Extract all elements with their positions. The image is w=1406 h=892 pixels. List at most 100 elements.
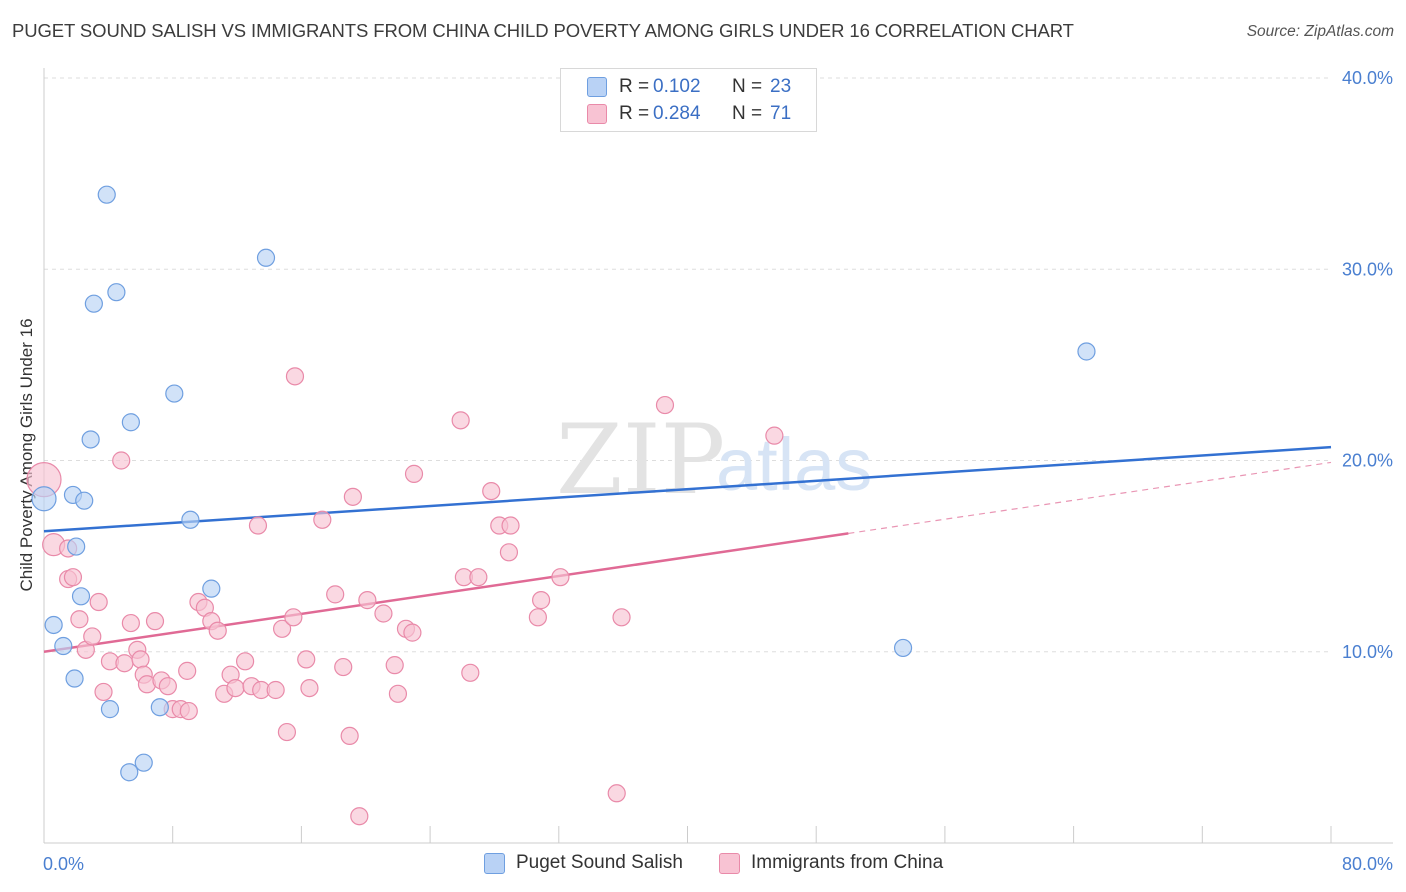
watermark-zip: ZIP [556,404,725,516]
data-point-pink [112,451,131,470]
data-point-pink [272,619,292,638]
data-point-blue [31,486,57,512]
legend-swatch-pink [587,104,607,124]
data-point-pink [285,367,305,386]
data-point-blue [44,615,63,635]
data-point-pink [94,682,113,702]
data-point-blue [107,283,126,302]
y-tick-label: 40.0% [1342,68,1393,88]
data-point-pink [461,663,480,682]
data-point-blue [54,636,73,656]
x-tick-label: 80.0% [1342,854,1393,874]
legend-r-label: R = [619,103,650,124]
legend-n-value: 71 [770,103,792,124]
data-point-pink [528,608,547,627]
data-point-pink [83,627,102,646]
data-point-pink [499,543,519,562]
data-point-pink [248,516,268,535]
data-point-pink [297,650,316,669]
data-point-pink [532,591,551,610]
data-point-blue [1077,342,1096,361]
data-point-pink [612,608,631,627]
data-point-pink [374,604,393,623]
data-point-pink [469,568,488,587]
data-point-blue [256,248,276,267]
trend-line-extension-pink [848,461,1332,535]
data-point-pink [179,701,198,721]
data-point-pink [158,677,177,696]
chart-title: PUGET SOUND SALISH VS IMMIGRANTS FROM CH… [12,20,1074,41]
data-point-blue [71,587,91,606]
data-point-pink [358,591,377,610]
data-point-blue [75,491,94,510]
data-point-pink [89,592,108,612]
data-point-pink [284,608,303,627]
data-point-pink [313,510,332,529]
data-point-pink [451,411,470,430]
data-point-pink [145,612,165,631]
x-tick-label: 0.0% [43,854,84,874]
data-point-blue [150,698,169,717]
data-point-pink [340,726,359,746]
data-point-blue [134,753,153,772]
data-point-blue [120,763,139,782]
data-point-pink [350,807,369,826]
data-point-pink [131,650,150,669]
legend-n-label: N = [732,76,763,97]
data-point-pink [551,568,570,587]
data-point-pink [70,610,89,629]
legend-r-value: 0.102 [653,76,701,97]
data-point-pink [300,678,319,698]
source-label: Source: ZipAtlas.com [1246,23,1394,40]
data-point-pink [326,585,345,604]
legend-r-label: R = [619,76,650,97]
bottom-legend-label: Immigrants from China [751,852,944,873]
trend-line-pink [43,532,849,653]
data-point-pink [388,684,408,703]
data-point-blue [202,579,221,598]
data-point-pink [121,613,140,633]
data-point-pink [334,657,353,677]
axes [43,68,1393,844]
bottom-legend-swatch-pink [719,853,740,874]
data-point-pink [482,482,501,501]
gridlines [44,77,1331,653]
data-point-blue [893,638,913,658]
data-point-pink [235,652,255,671]
y-tick-label: 30.0% [1342,259,1393,279]
legend-n-label: N = [732,103,763,124]
watermark-atlas: atlas [716,423,872,506]
bottom-legend-label: Puget Sound Salish [516,852,683,873]
data-point-pink [501,516,520,535]
data-point-blue [97,185,116,204]
data-point-blue [121,413,140,432]
data-point-blue [165,384,184,403]
data-point-pink [178,661,197,680]
data-point-pink [115,654,134,673]
data-point-pink [655,395,675,415]
data-point-blue [84,294,103,313]
legend-swatch-blue [587,77,607,97]
data-point-pink [343,487,362,506]
legend-r-value: 0.284 [653,103,701,124]
tick-labels: 10.0% 20.0% 30.0% 40.0% 0.0% 80.0% [43,68,1393,874]
correlation-legend: R = 0.102 N = 23 R = 0.284 N = 71 [560,68,817,132]
data-point-pink [266,680,285,700]
data-point-blue [181,510,200,529]
y-tick-label: 20.0% [1342,451,1393,471]
data-point-pink [226,678,245,698]
legend-n-value: 23 [770,76,792,97]
data-point-pink [404,464,424,483]
data-point-blue [67,537,86,556]
data-point-pink [403,623,422,642]
data-point-blue [81,430,100,449]
data-point-pink [208,621,227,640]
data-point-pink [277,722,297,742]
data-point-pink [63,568,83,587]
data-point-blue [65,669,84,688]
data-point-pink [607,784,626,803]
data-point-blue [100,700,120,719]
data-point-pink [765,426,784,445]
data-point-pink [385,656,404,675]
y-tick-label: 10.0% [1342,642,1393,662]
